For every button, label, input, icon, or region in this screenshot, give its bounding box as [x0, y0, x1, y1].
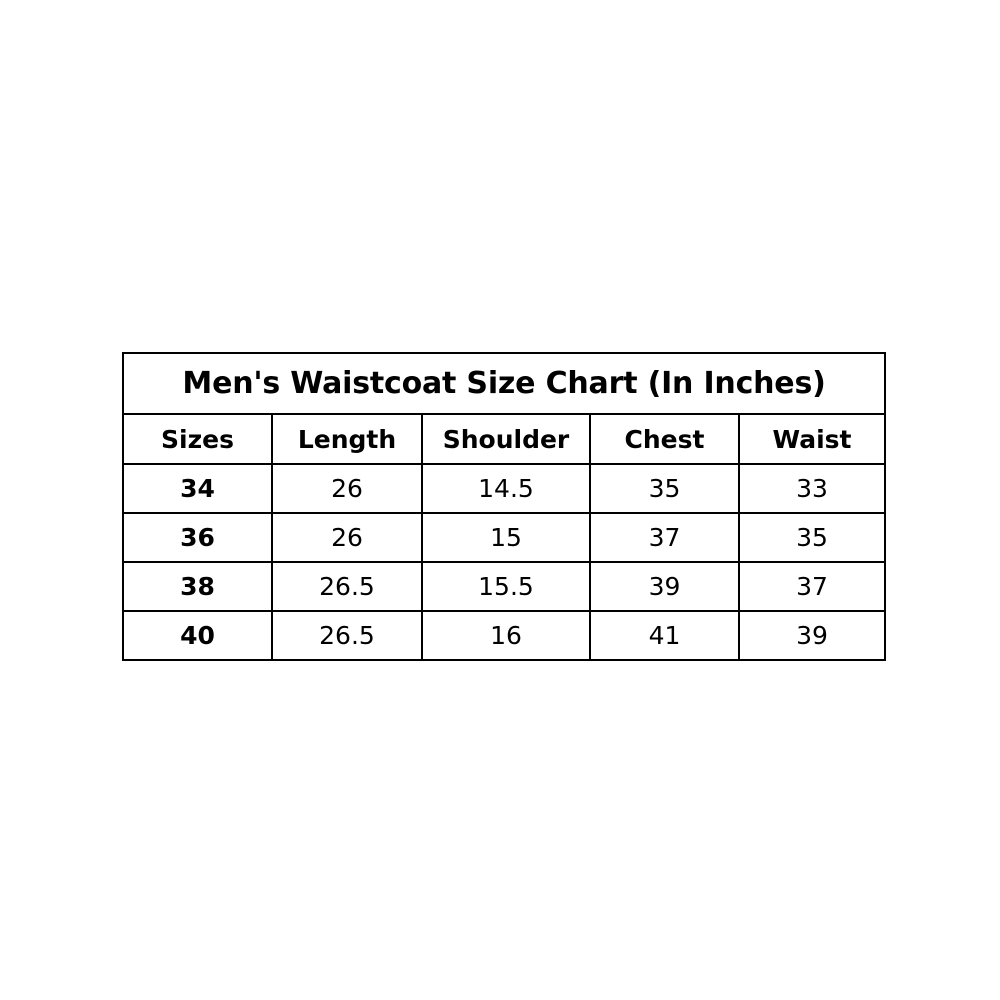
cell-length: 26: [271, 463, 423, 514]
column-header-waist: Waist: [737, 413, 887, 465]
cell-shoulder: 15.5: [421, 561, 591, 612]
column-header-chest: Chest: [589, 413, 740, 465]
table-row: 36 26 15 37 35: [122, 512, 887, 563]
table-row: 38 26.5 15.5 39 37: [122, 561, 887, 612]
table-row: 34 26 14.5 35 33: [122, 463, 887, 514]
chart-title: Men's Waistcoat Size Chart (In Inches): [121, 352, 887, 415]
table-title-row: Men's Waistcoat Size Chart (In Inches): [121, 352, 887, 415]
cell-length: 26.5: [271, 610, 423, 661]
cell-chest: 35: [589, 463, 740, 514]
cell-length: 26: [271, 512, 423, 563]
cell-chest: 39: [589, 561, 740, 612]
cell-chest: 37: [589, 512, 740, 563]
size-chart-container: Men's Waistcoat Size Chart (In Inches) S…: [121, 352, 887, 661]
cell-size: 38: [122, 561, 273, 612]
table-header-row: Sizes Length Shoulder Chest Waist: [122, 413, 887, 465]
column-header-shoulder: Shoulder: [421, 413, 591, 465]
cell-shoulder: 16: [421, 610, 591, 661]
cell-size: 34: [122, 463, 273, 514]
cell-waist: 37: [737, 561, 887, 612]
cell-waist: 35: [737, 512, 887, 563]
column-header-length: Length: [271, 413, 423, 465]
cell-length: 26.5: [271, 561, 423, 612]
cell-waist: 39: [737, 610, 887, 661]
column-header-sizes: Sizes: [122, 413, 273, 465]
cell-shoulder: 14.5: [421, 463, 591, 514]
cell-size: 40: [122, 610, 273, 661]
table-row: 40 26.5 16 41 39: [122, 610, 887, 661]
size-chart-table: Men's Waistcoat Size Chart (In Inches) S…: [121, 352, 887, 661]
cell-shoulder: 15: [421, 512, 591, 563]
cell-size: 36: [122, 512, 273, 563]
cell-waist: 33: [737, 463, 887, 514]
cell-chest: 41: [589, 610, 740, 661]
